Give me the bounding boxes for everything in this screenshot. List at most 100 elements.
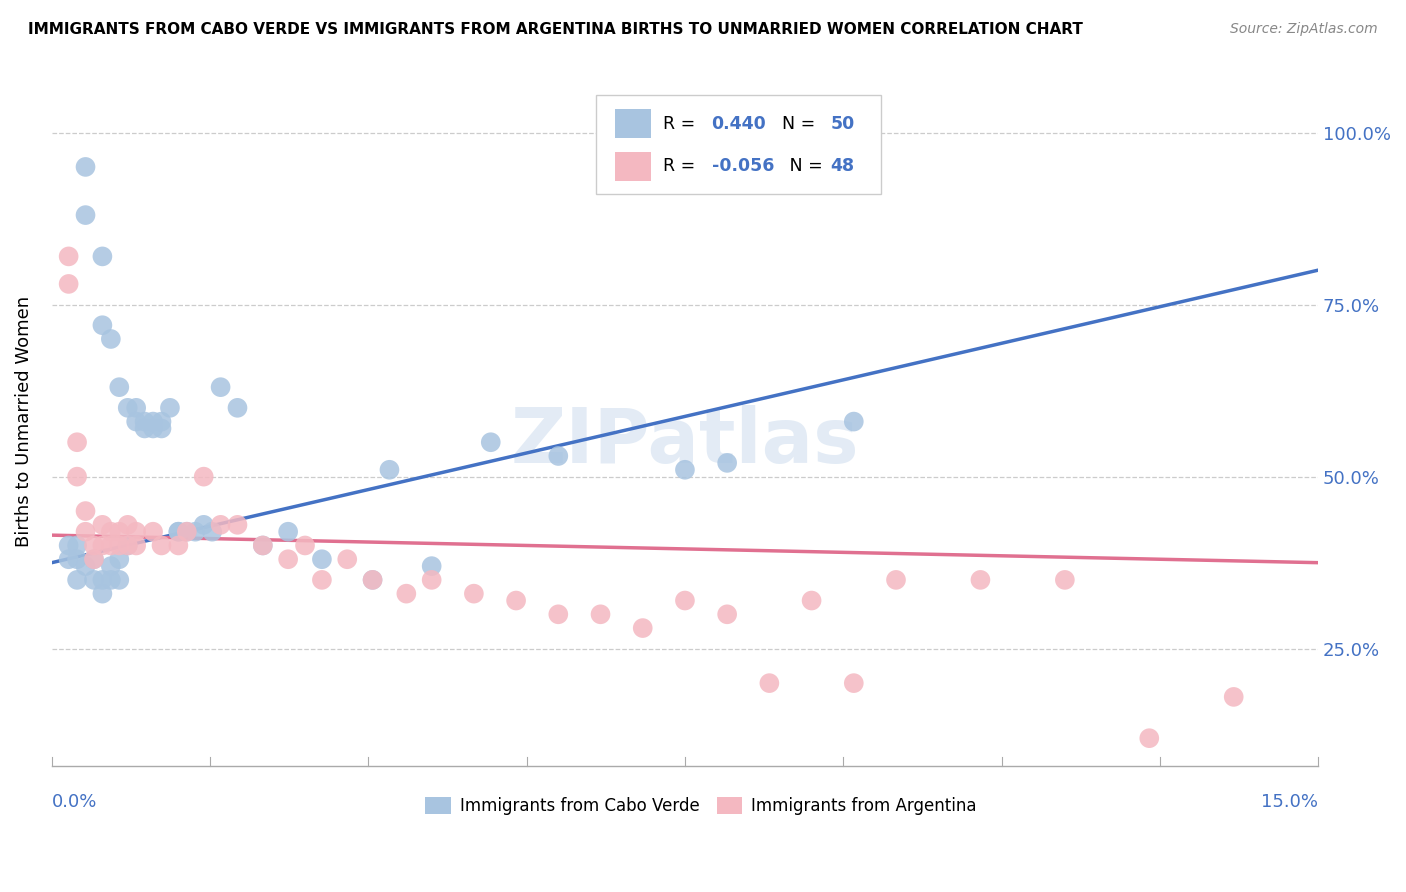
- Point: [100, 539, 122, 553]
- Point: [167, 524, 190, 539]
- FancyBboxPatch shape: [616, 152, 651, 181]
- Point: [83, 539, 105, 553]
- Text: ZIPatlas: ZIPatlas: [510, 405, 859, 479]
- Text: 0.0%: 0.0%: [52, 793, 97, 811]
- Point: [142, 524, 165, 539]
- Text: Immigrants from Argentina: Immigrants from Argentina: [751, 797, 976, 814]
- Text: N =: N =: [770, 114, 821, 133]
- Text: Immigrants from Cabo Verde: Immigrants from Cabo Verde: [460, 797, 699, 814]
- Point: [117, 539, 139, 553]
- Point: [184, 524, 207, 539]
- Point: [716, 456, 738, 470]
- Point: [277, 524, 299, 539]
- FancyBboxPatch shape: [596, 95, 882, 194]
- Point: [108, 552, 131, 566]
- Point: [842, 676, 865, 690]
- Point: [125, 539, 148, 553]
- Point: [108, 524, 131, 539]
- Text: R =: R =: [664, 157, 702, 175]
- Point: [505, 593, 527, 607]
- Point: [75, 524, 97, 539]
- Point: [134, 415, 156, 429]
- Point: [108, 539, 131, 553]
- Point: [125, 415, 148, 429]
- Point: [336, 552, 359, 566]
- Point: [361, 573, 384, 587]
- Point: [311, 552, 333, 566]
- Point: [159, 401, 181, 415]
- Point: [176, 524, 198, 539]
- Point: [252, 539, 274, 553]
- Point: [58, 277, 80, 291]
- Point: [361, 573, 384, 587]
- Point: [83, 552, 105, 566]
- Point: [91, 318, 114, 333]
- Point: [58, 249, 80, 263]
- Point: [125, 401, 148, 415]
- Point: [150, 415, 173, 429]
- Point: [66, 469, 89, 483]
- Point: [209, 380, 232, 394]
- Y-axis label: Births to Unmarried Women: Births to Unmarried Women: [15, 296, 32, 547]
- Point: [842, 415, 865, 429]
- Point: [589, 607, 612, 622]
- Point: [1053, 573, 1076, 587]
- Point: [117, 401, 139, 415]
- Point: [479, 435, 502, 450]
- Text: -0.056: -0.056: [711, 157, 773, 175]
- FancyBboxPatch shape: [426, 797, 451, 814]
- Point: [75, 160, 97, 174]
- Point: [673, 593, 696, 607]
- Point: [58, 539, 80, 553]
- Point: [117, 517, 139, 532]
- Point: [800, 593, 823, 607]
- Point: [167, 539, 190, 553]
- Text: N =: N =: [783, 157, 828, 175]
- FancyBboxPatch shape: [616, 109, 651, 138]
- Point: [75, 559, 97, 574]
- Point: [100, 559, 122, 574]
- Point: [277, 552, 299, 566]
- Point: [1137, 731, 1160, 746]
- Point: [75, 208, 97, 222]
- Point: [134, 421, 156, 435]
- Point: [91, 517, 114, 532]
- FancyBboxPatch shape: [717, 797, 742, 814]
- Point: [226, 401, 249, 415]
- Point: [91, 573, 114, 587]
- Point: [193, 469, 215, 483]
- Point: [395, 587, 418, 601]
- Text: Source: ZipAtlas.com: Source: ZipAtlas.com: [1230, 22, 1378, 37]
- Point: [631, 621, 654, 635]
- Point: [100, 524, 122, 539]
- Point: [716, 607, 738, 622]
- Point: [83, 552, 105, 566]
- Point: [547, 607, 569, 622]
- Point: [969, 573, 991, 587]
- Point: [176, 524, 198, 539]
- Point: [311, 573, 333, 587]
- Point: [58, 552, 80, 566]
- Point: [75, 504, 97, 518]
- Point: [884, 573, 907, 587]
- Point: [1222, 690, 1244, 704]
- Point: [378, 463, 401, 477]
- Point: [547, 449, 569, 463]
- Point: [66, 435, 89, 450]
- Point: [167, 524, 190, 539]
- Point: [117, 539, 139, 553]
- Point: [100, 332, 122, 346]
- Point: [193, 517, 215, 532]
- Point: [420, 559, 443, 574]
- Text: IMMIGRANTS FROM CABO VERDE VS IMMIGRANTS FROM ARGENTINA BIRTHS TO UNMARRIED WOME: IMMIGRANTS FROM CABO VERDE VS IMMIGRANTS…: [28, 22, 1083, 37]
- Point: [226, 517, 249, 532]
- Point: [66, 573, 89, 587]
- Point: [420, 573, 443, 587]
- Point: [66, 539, 89, 553]
- Point: [201, 524, 224, 539]
- Point: [142, 415, 165, 429]
- Point: [252, 539, 274, 553]
- Point: [91, 249, 114, 263]
- Text: R =: R =: [664, 114, 702, 133]
- Point: [758, 676, 780, 690]
